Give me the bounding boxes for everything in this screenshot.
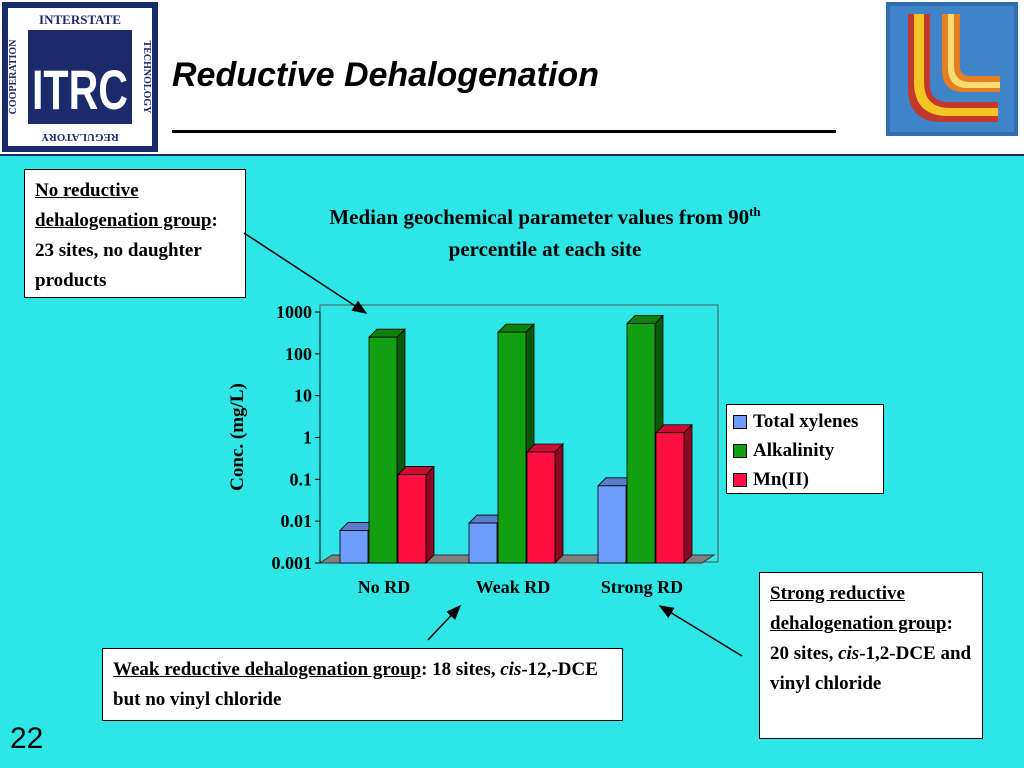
logo-right-text: TECHNOLOGY [141, 41, 152, 115]
callout-no-rd-text: : 23 sites, no daughter products [35, 210, 218, 291]
slide-header: INTERSTATE REGULATORY COOPERATION TECHNO… [0, 0, 1024, 156]
chart-title: Median geochemical parameter values from… [270, 196, 820, 265]
bar [339, 530, 369, 564]
logo-main-text: ITRC [32, 58, 128, 121]
y-tick-label: 10 [294, 386, 312, 406]
legend-label: Total xylenes [753, 410, 859, 432]
bar-side [554, 443, 564, 564]
callout-strong-rd: Strong reductive dehalogenation group: 2… [759, 572, 983, 739]
chart-title-rest: percentile at each site [448, 237, 642, 261]
legend-item: Alkalinity [733, 436, 877, 465]
callout-strong-rd-heading: Strong reductive dehalogenation group [770, 583, 947, 634]
y-tick-label: 0.001 [272, 553, 313, 573]
legend-label: Alkalinity [753, 439, 835, 461]
bar [655, 432, 685, 564]
legend-item: Total xylenes [733, 407, 877, 436]
bar [526, 451, 556, 564]
callout-weak-rd-heading: Weak reductive dehalogenation group [113, 659, 422, 680]
callout-weak-rd-italic: cis [500, 659, 522, 680]
callout-strong-rd-text-b: -1,2-DCE and vinyl chloride [770, 643, 972, 694]
bar [497, 331, 527, 564]
legend-swatch [733, 472, 747, 487]
slide-title: Reductive Dehalogenation [172, 56, 599, 94]
title-underline [172, 130, 836, 133]
callout-weak-rd: Weak reductive dehalogenation group: 18 … [102, 648, 623, 721]
legend-item: Mn(II) [733, 465, 877, 494]
bar [368, 336, 398, 564]
x-tick-label: Strong RD [601, 577, 683, 597]
logo-top-text: INTERSTATE [39, 12, 121, 27]
legend-swatch [733, 443, 747, 458]
chart-title-sup: th [749, 204, 761, 219]
logo-left-text: COOPERATION [8, 39, 19, 115]
bar [626, 323, 656, 564]
callout-weak-rd-text-a: : 18 sites, [421, 659, 501, 680]
bar [468, 522, 498, 564]
itrc-logo: INTERSTATE REGULATORY COOPERATION TECHNO… [2, 2, 158, 152]
y-tick-label: 0.01 [281, 511, 313, 531]
university-emblem-icon [886, 2, 1018, 136]
legend-label: Mn(II) [753, 468, 809, 490]
bar [397, 474, 427, 564]
chart-title-main: Median geochemical parameter values from… [329, 205, 750, 229]
y-tick-label: 100 [285, 344, 312, 364]
page-number: 22 [10, 722, 44, 755]
y-tick-label: 0.1 [290, 469, 313, 489]
y-tick-label: 1000 [276, 302, 312, 322]
chart-legend: Total xylenes Alkalinity Mn(II) [726, 404, 884, 494]
y-tick-label: 1 [303, 428, 312, 448]
callout-strong-rd-italic: cis [838, 643, 860, 664]
bar-side [425, 465, 435, 564]
callout-strong-rd-text-a: : 20 sites, [770, 613, 953, 664]
logo-bottom-text: REGULATORY [41, 131, 118, 143]
bar [597, 485, 627, 564]
legend-swatch [733, 414, 747, 429]
x-tick-label: Weak RD [476, 577, 551, 597]
bar-side [683, 423, 693, 564]
callout-weak-rd-text-b: -12,-DCE but no vinyl chloride [113, 659, 598, 710]
y-axis-label: Conc. (mg/L) [227, 383, 248, 491]
x-tick-label: No RD [358, 577, 411, 597]
callout-no-rd: No reductive dehalogenation group: 23 si… [24, 169, 246, 298]
callout-no-rd-heading: No reductive dehalogenation group [35, 180, 212, 231]
